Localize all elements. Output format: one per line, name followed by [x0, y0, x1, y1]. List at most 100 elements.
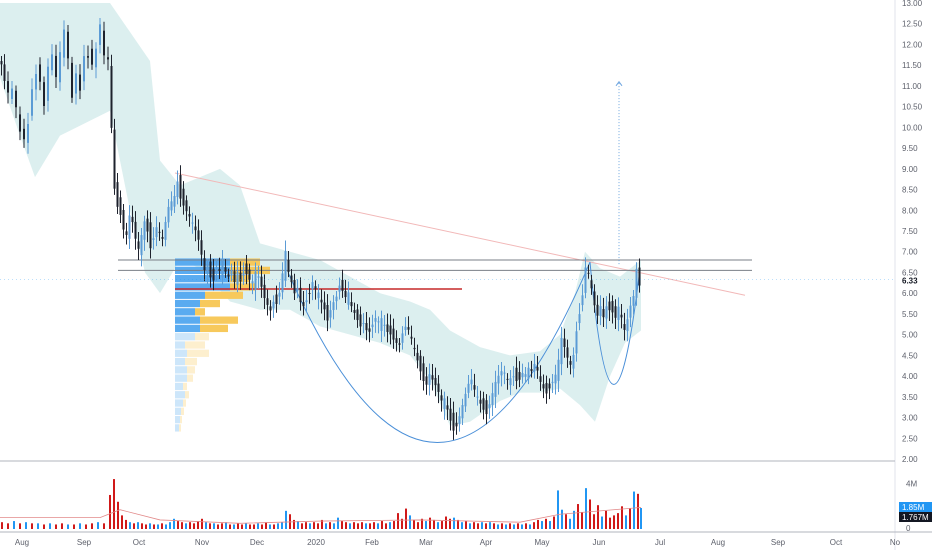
- volume-bar: [265, 522, 267, 529]
- volume-bar: [413, 519, 415, 529]
- volume-bar: [473, 522, 475, 529]
- candle-body: [182, 188, 185, 206]
- candle-body: [527, 367, 530, 379]
- volume-bar: [221, 523, 223, 529]
- volume-bar: [25, 522, 27, 529]
- candle-body: [557, 359, 560, 381]
- candle-body: [131, 216, 134, 223]
- volume-bar: [397, 513, 399, 529]
- candle-body: [293, 279, 296, 294]
- volume-bar: [229, 524, 231, 529]
- volume-bar: [449, 518, 451, 529]
- candle-body: [43, 82, 45, 106]
- volume-bar: [353, 522, 355, 529]
- candle-body: [341, 279, 344, 291]
- price-tick-label: 5.50: [902, 310, 918, 319]
- candle-body: [452, 412, 455, 431]
- price-tick-label: 10.50: [902, 103, 923, 112]
- candle-body: [446, 405, 449, 410]
- volume-profile-bar: [230, 258, 260, 266]
- price-tick-label: 8.50: [902, 186, 918, 195]
- candle-body: [500, 371, 503, 376]
- candle-body: [269, 306, 272, 311]
- volume-bar: [565, 514, 567, 529]
- volume-bar: [165, 524, 167, 529]
- volume-bar: [501, 523, 503, 529]
- volume-bar: [361, 522, 363, 529]
- volume-profile-bar: [195, 333, 209, 341]
- candle-body: [95, 48, 97, 68]
- candle-body: [473, 385, 476, 390]
- candle-body: [515, 367, 518, 382]
- candle-body: [263, 284, 266, 299]
- candle-body: [19, 114, 21, 132]
- volume-bar: [43, 524, 45, 529]
- candle-body: [563, 338, 566, 348]
- candle-body: [15, 90, 17, 108]
- candle-body: [299, 287, 302, 303]
- price-tick-label: 12.50: [902, 20, 923, 29]
- volume-bar: [581, 511, 583, 529]
- volume-bar: [201, 518, 203, 529]
- volume-profile-bar: [183, 382, 187, 391]
- candle-body: [245, 263, 248, 275]
- candle-body: [560, 337, 563, 365]
- volume-profile-bar: [205, 291, 243, 299]
- candle-body: [425, 376, 428, 385]
- candle-body: [143, 221, 146, 240]
- volume-bar: [121, 515, 123, 529]
- price-tick-label: 11.50: [902, 61, 922, 70]
- candle-body: [149, 222, 152, 249]
- candle-body: [572, 354, 575, 369]
- descending-trendline: [174, 172, 746, 296]
- candle-body: [152, 238, 155, 240]
- candle-body: [227, 274, 230, 277]
- candle-body: [539, 376, 542, 382]
- volume-profile-bar: [175, 349, 187, 357]
- volume-bar: [497, 524, 499, 529]
- price-tick-label: 3.00: [902, 414, 918, 423]
- volume-bar: [189, 522, 191, 529]
- volume-bar: [349, 523, 351, 529]
- volume-profile-bar: [187, 349, 209, 357]
- candle-body: [632, 296, 635, 306]
- candle-body: [587, 272, 590, 274]
- candle-body: [440, 395, 443, 401]
- volume-bar: [529, 524, 531, 529]
- candle-body: [548, 383, 551, 389]
- volume-profile-bar: [185, 357, 197, 366]
- volume-bar: [97, 522, 99, 529]
- candle-body: [203, 258, 206, 271]
- candle-body: [494, 381, 497, 397]
- candle-body: [317, 292, 320, 299]
- volume-profile-bar: [175, 308, 195, 316]
- volume-bar: [103, 523, 105, 529]
- candle-body: [362, 323, 365, 325]
- volume-bar: [249, 524, 251, 529]
- price-tick-label: 6.50: [902, 268, 918, 277]
- candle-body: [356, 309, 359, 321]
- candle-body: [416, 352, 419, 361]
- volume-bar: [117, 501, 119, 529]
- candle-body: [467, 383, 470, 393]
- volume-bar: [637, 493, 639, 529]
- candle-body: [521, 373, 524, 378]
- volume-bar: [437, 522, 439, 529]
- volume-bar: [197, 521, 199, 529]
- candle-body: [230, 270, 233, 276]
- volume-bar: [237, 523, 239, 529]
- candle-body: [296, 287, 299, 291]
- candle-body: [35, 74, 37, 90]
- volume-tick-label: 4M: [906, 480, 917, 489]
- volume-bar: [617, 513, 619, 529]
- candle-body: [281, 273, 284, 293]
- candle-body: [461, 405, 464, 419]
- volume-bar: [601, 516, 603, 529]
- volume-bar: [329, 522, 331, 529]
- volume-profile-bar: [175, 366, 187, 374]
- volume-bar: [457, 519, 459, 529]
- volume-bar: [185, 523, 187, 529]
- candle-body: [398, 343, 401, 345]
- candle-body: [161, 236, 164, 239]
- candle-body: [482, 398, 485, 410]
